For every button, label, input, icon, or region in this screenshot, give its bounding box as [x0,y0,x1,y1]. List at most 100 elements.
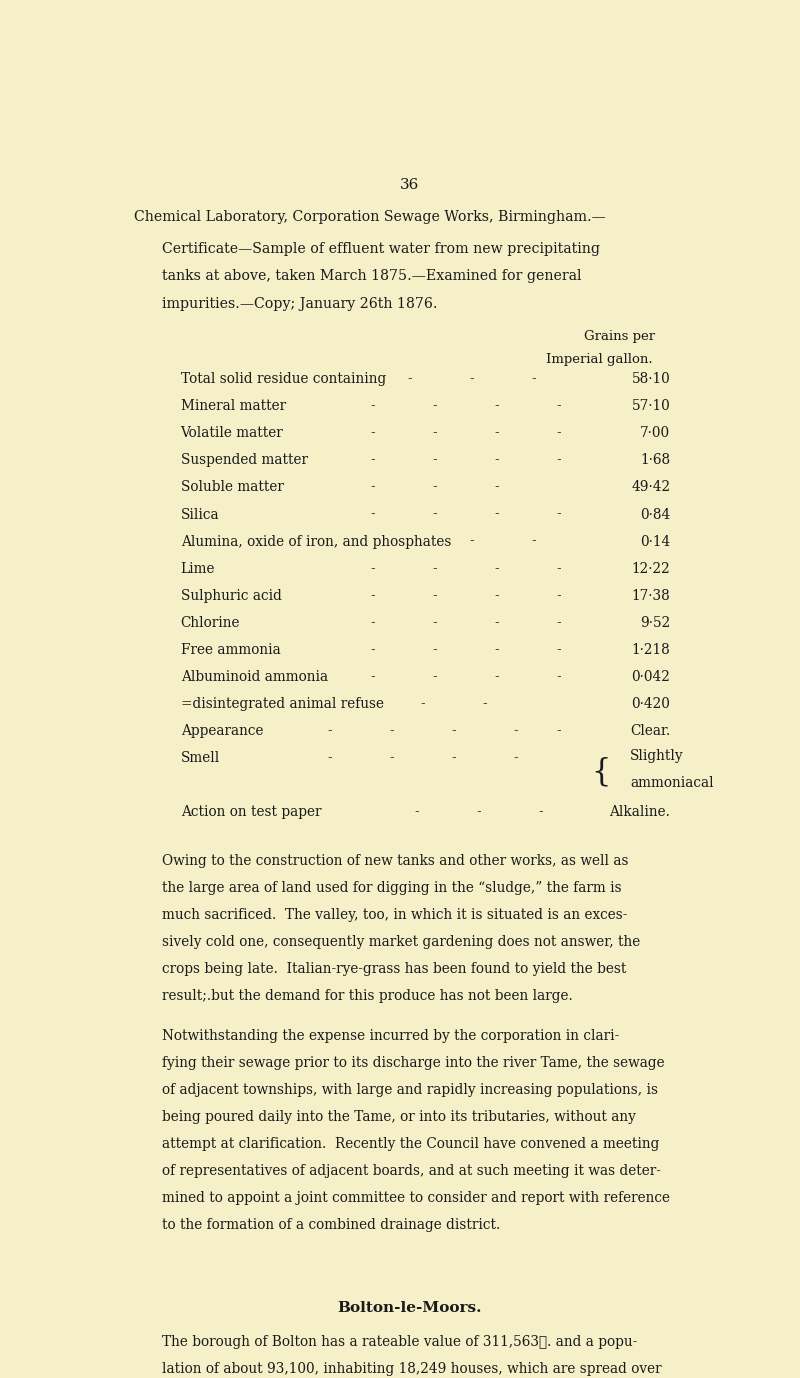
Text: -: - [494,642,499,657]
Text: Slightly: Slightly [630,748,684,763]
Text: fying their sewage prior to its discharge into the river Tame, the sewage: fying their sewage prior to its discharg… [162,1056,665,1069]
Text: 7·00: 7·00 [640,426,670,441]
Text: -: - [451,723,456,739]
Text: mined to appoint a joint committee to consider and report with reference: mined to appoint a joint committee to co… [162,1192,670,1206]
Text: -: - [557,426,561,441]
Text: -: - [370,562,375,576]
Text: Grains per: Grains per [584,329,654,343]
Text: Chemical Laboratory, Corporation Sewage Works, Birmingham.—: Chemical Laboratory, Corporation Sewage … [134,209,606,223]
Text: -: - [370,453,375,467]
Text: 9·52: 9·52 [640,616,670,630]
Text: -: - [327,723,332,739]
Text: -: - [557,400,561,413]
Text: -: - [557,588,561,602]
Text: crops being late.  Italian-rye-grass has been found to yield the best: crops being late. Italian-rye-grass has … [162,962,626,976]
Text: -: - [557,642,561,657]
Text: -: - [433,616,437,630]
Text: -: - [433,426,437,441]
Text: Appearance: Appearance [181,723,263,739]
Text: -: - [389,751,394,765]
Text: -: - [433,562,437,576]
Text: Soluble matter: Soluble matter [181,481,283,495]
Text: the large area of land used for digging in the “sludge,” the farm is: the large area of land used for digging … [162,881,622,894]
Text: Free ammonia: Free ammonia [181,642,280,657]
Text: Mineral matter: Mineral matter [181,400,286,413]
Text: -: - [513,751,518,765]
Text: -: - [370,426,375,441]
Text: 49·42: 49·42 [631,481,670,495]
Text: Suspended matter: Suspended matter [181,453,308,467]
Text: -: - [370,616,375,630]
Text: -: - [494,588,499,602]
Text: -: - [370,670,375,683]
Text: -: - [327,751,332,765]
Text: 57·10: 57·10 [632,400,670,413]
Text: -: - [494,400,499,413]
Text: -: - [557,562,561,576]
Text: -: - [433,642,437,657]
Text: -: - [433,400,437,413]
Text: Action on test paper: Action on test paper [181,805,321,819]
Text: -: - [433,507,437,521]
Text: Owing to the construction of new tanks and other works, as well as: Owing to the construction of new tanks a… [162,854,629,868]
Text: 36: 36 [400,178,420,192]
Text: -: - [494,507,499,521]
Text: Bolton-le-Moors.: Bolton-le-Moors. [338,1301,482,1315]
Text: -: - [414,805,418,819]
Text: -: - [433,588,437,602]
Text: 17·38: 17·38 [632,588,670,602]
Text: Alumina, oxide of iron, and phosphates: Alumina, oxide of iron, and phosphates [181,535,451,548]
Text: -: - [433,670,437,683]
Text: sively cold one, consequently market gardening does not answer, the: sively cold one, consequently market gar… [162,936,640,949]
Text: -: - [538,805,542,819]
Text: -: - [513,723,518,739]
Text: -: - [557,670,561,683]
Text: Clear.: Clear. [630,723,670,739]
Text: -: - [494,562,499,576]
Text: Smell: Smell [181,751,220,765]
Text: to the formation of a combined drainage district.: to the formation of a combined drainage … [162,1218,500,1232]
Text: Total solid residue containing: Total solid residue containing [181,372,386,386]
Text: result;.but the demand for this produce has not been large.: result;.but the demand for this produce … [162,989,573,1003]
Text: -: - [470,535,474,548]
Text: -: - [370,507,375,521]
Text: -: - [420,697,425,711]
Text: 0·14: 0·14 [640,535,670,548]
Text: Chlorine: Chlorine [181,616,240,630]
Text: -: - [557,453,561,467]
Text: -: - [557,723,561,739]
Text: 0·84: 0·84 [640,507,670,521]
Text: Lime: Lime [181,562,215,576]
Text: -: - [370,642,375,657]
Text: Sulphuric acid: Sulphuric acid [181,588,282,602]
Text: 0·042: 0·042 [631,670,670,683]
Text: -: - [494,481,499,495]
Text: -: - [557,507,561,521]
Text: of adjacent townships, with large and rapidly increasing populations, is: of adjacent townships, with large and ra… [162,1083,658,1097]
Text: -: - [370,481,375,495]
Text: -: - [494,616,499,630]
Text: -: - [433,481,437,495]
Text: -: - [370,588,375,602]
Text: The borough of Bolton has a rateable value of 311,563ℓ. and a popu-: The borough of Bolton has a rateable val… [162,1334,638,1349]
Text: 1·218: 1·218 [632,642,670,657]
Text: -: - [482,697,486,711]
Text: Silica: Silica [181,507,219,521]
Text: -: - [532,535,536,548]
Text: Notwithstanding the expense incurred by the corporation in clari-: Notwithstanding the expense incurred by … [162,1029,619,1043]
Text: being poured daily into the Tame, or into its tributaries, without any: being poured daily into the Tame, or int… [162,1111,636,1124]
Text: =disintegrated animal refuse: =disintegrated animal refuse [181,697,384,711]
Text: -: - [557,616,561,630]
Text: ammoniacal: ammoniacal [630,776,714,790]
Text: Volatile matter: Volatile matter [181,426,283,441]
Text: -: - [476,805,481,819]
Text: much sacrificed.  The valley, too, in which it is situated is an exces-: much sacrificed. The valley, too, in whi… [162,908,627,922]
Text: Alkaline.: Alkaline. [610,805,670,819]
Text: -: - [532,372,536,386]
Text: Imperial gallon.: Imperial gallon. [546,353,653,367]
Text: -: - [494,426,499,441]
Text: lation of about 93,100, inhabiting 18,249 houses, which are spread over: lation of about 93,100, inhabiting 18,24… [162,1361,662,1375]
Text: impurities.—Copy; January 26th 1876.: impurities.—Copy; January 26th 1876. [162,296,438,311]
Text: 1·68: 1·68 [640,453,670,467]
Text: of representatives of adjacent boards, and at such meeting it was deter-: of representatives of adjacent boards, a… [162,1164,661,1178]
